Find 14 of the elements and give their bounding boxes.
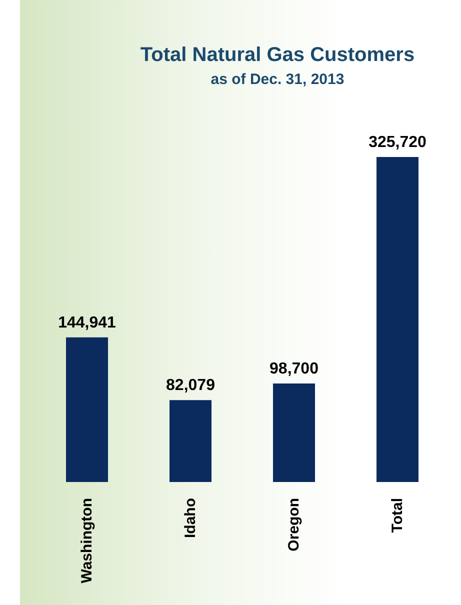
x-tick-label: Idaho	[182, 498, 199, 538]
bar	[273, 384, 315, 482]
chart-subtitle: as of Dec. 31, 2013	[210, 71, 346, 88]
data-label: 144,941	[58, 314, 116, 332]
x-tick-label: Total	[388, 498, 406, 533]
data-label: 98,700	[270, 360, 319, 378]
data-label: 82,079	[166, 377, 216, 394]
chart-title: Total Natural Gas Customers	[139, 44, 416, 67]
bar	[376, 157, 418, 482]
data-label: 325,720	[368, 134, 427, 151]
bar	[170, 400, 212, 482]
x-tick-label: Washington	[78, 498, 96, 584]
bar	[66, 337, 108, 482]
x-tick-label: Oregon	[285, 498, 302, 552]
